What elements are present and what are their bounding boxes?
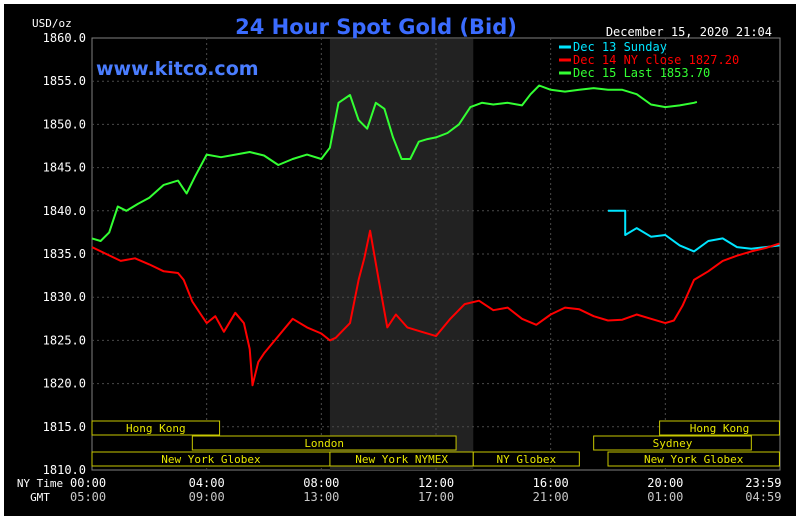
datetime-label: December 15, 2020 21:04 xyxy=(606,25,772,39)
x-tick-1-3: 17:00 xyxy=(418,490,454,504)
y-tick-3: 1845.0 xyxy=(43,161,86,175)
x-tick-0-4: 16:00 xyxy=(533,476,569,490)
y-tick-4: 1840.0 xyxy=(43,204,86,218)
x-tick-0-2: 08:00 xyxy=(303,476,339,490)
y-tick-2: 1850.0 xyxy=(43,117,86,131)
session-box-6 xyxy=(593,435,752,451)
x-tick-1-5: 01:00 xyxy=(647,490,683,504)
session-label-5: Hong Kong xyxy=(690,422,750,435)
session-label-4: NY Globex xyxy=(496,453,556,466)
session-box-4 xyxy=(472,451,580,467)
legend-label-2: Dec 15 Last 1853.70 xyxy=(573,66,710,80)
legend-label-0: Dec 13 Sunday xyxy=(573,40,667,54)
nymex-session-shade xyxy=(329,39,474,470)
x-tick-0-6: 23:59 xyxy=(745,476,781,490)
x-tick-1-6: 04:59 xyxy=(745,490,781,504)
session-label-3: New York NYMEX xyxy=(355,453,448,466)
session-label-0: Hong Kong xyxy=(126,422,186,435)
y-tick-5: 1835.0 xyxy=(43,247,86,261)
y-tick-8: 1820.0 xyxy=(43,377,86,391)
gridlines xyxy=(92,38,780,470)
y-tick-6: 1830.0 xyxy=(43,290,86,304)
y-tick-10: 1810.0 xyxy=(43,463,86,477)
x-tick-0-0: 00:00 xyxy=(70,476,106,490)
trading-sessions: Hong Kong London New York Globex New York N… xyxy=(91,420,780,467)
x-tick-1-2: 13:00 xyxy=(303,490,339,504)
session-label-1: London xyxy=(304,437,344,450)
x-row-label-1: GMT xyxy=(30,491,50,504)
x-tick-0-5: 20:00 xyxy=(647,476,683,490)
y-tick-labels: 1860.0 1855.0 1850.0 1845.0 1840.0 1835.0 1830… xyxy=(43,31,86,477)
watermark-text: www.kitco.com xyxy=(96,58,259,80)
y-tick-7: 1825.0 xyxy=(43,333,86,347)
series-line-2 xyxy=(91,84,698,242)
y-tick-0: 1860.0 xyxy=(43,31,86,45)
y-tick-1: 1855.0 xyxy=(43,74,86,88)
x-tick-0-1: 04:00 xyxy=(189,476,225,490)
x-row-label-0: NY Time xyxy=(17,477,63,490)
session-box-1 xyxy=(191,435,457,451)
session-label-6: Sydney xyxy=(653,437,693,450)
x-tick-1-4: 21:00 xyxy=(533,490,569,504)
x-tick-0-3: 12:00 xyxy=(418,476,454,490)
series-lines xyxy=(91,84,780,387)
x-tick-1-0: 05:00 xyxy=(70,490,106,504)
x-tick-1-1: 09:00 xyxy=(189,490,225,504)
session-box-5 xyxy=(659,420,780,436)
session-box-0 xyxy=(91,420,221,436)
session-box-7 xyxy=(607,451,780,467)
legend-label-1: Dec 14 NY close 1827.20 xyxy=(573,53,739,67)
session-label-2: New York Globex xyxy=(161,453,261,466)
session-label-7: New York Globex xyxy=(644,453,744,466)
series-line-0 xyxy=(608,209,780,253)
y-tick-9: 1815.0 xyxy=(43,420,86,434)
chart-title: 24 Hour Spot Gold (Bid) xyxy=(235,15,517,39)
y-axis-label: USD/oz xyxy=(32,17,72,30)
series-line-1 xyxy=(91,229,780,387)
